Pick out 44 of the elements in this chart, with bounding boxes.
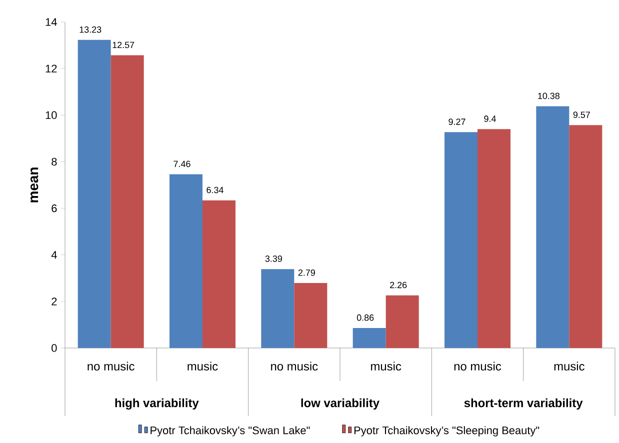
y-tick-label: 6 xyxy=(52,204,57,212)
bar xyxy=(294,283,328,348)
y-tick-label: 12 xyxy=(46,64,57,72)
bar xyxy=(261,269,294,348)
bar xyxy=(352,328,386,348)
bar xyxy=(536,106,570,348)
data-label: 13.23 xyxy=(80,26,102,33)
data-label: 2.79 xyxy=(298,269,315,276)
bar xyxy=(444,132,478,348)
y-tick-label: 2 xyxy=(52,298,57,306)
x-tick-label: music xyxy=(188,362,218,371)
text: short-term variability xyxy=(464,398,583,410)
legend-label: Pyotr Tchaikovsky’s "Swan Lake" xyxy=(150,426,310,436)
y-tick-label: 4 xyxy=(51,251,57,259)
x-tick-label: music xyxy=(371,362,402,371)
data-label: 3.39 xyxy=(265,256,282,262)
x-tick-label: music xyxy=(554,362,584,371)
data-label: 9.27 xyxy=(448,118,466,125)
text: high variability xyxy=(115,398,199,410)
bar xyxy=(110,55,144,348)
y-tick-label: 14 xyxy=(46,18,57,26)
data-label: 9.4 xyxy=(484,116,496,122)
x-tick-label: no music xyxy=(271,362,318,371)
data-label: 0.86 xyxy=(356,314,374,321)
data-label: 10.38 xyxy=(538,92,560,100)
bar xyxy=(386,295,419,348)
y-tick-label: 8 xyxy=(52,158,57,166)
data-label: 2.26 xyxy=(390,282,407,288)
data-label: 12.57 xyxy=(112,42,134,48)
data-label: 6.34 xyxy=(206,186,224,194)
bar xyxy=(569,125,602,348)
bar xyxy=(202,200,236,348)
data-label: 9.57 xyxy=(573,112,590,118)
x-tick-label: no music xyxy=(454,362,502,371)
y-tick-label: 0 xyxy=(52,344,57,352)
legend-label: Pyotr Tchaikovsky’s "Sleeping Beauty" xyxy=(354,426,540,436)
y-axis-title: mean xyxy=(30,168,38,202)
y-tick-label: 10 xyxy=(46,111,57,120)
bar xyxy=(170,174,203,348)
bar xyxy=(78,40,111,348)
text: low variability xyxy=(301,398,380,410)
x-tick-label: no music xyxy=(88,362,134,371)
bar xyxy=(478,129,510,348)
data-label: 7.46 xyxy=(174,160,190,168)
